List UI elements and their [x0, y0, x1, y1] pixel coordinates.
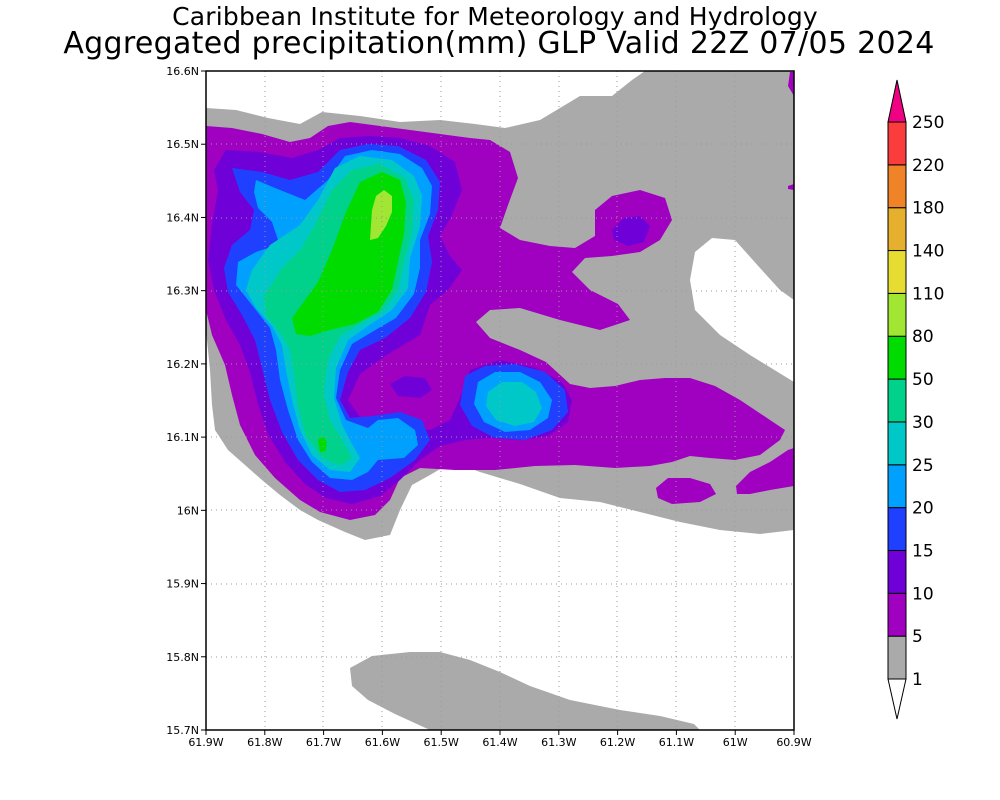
colorbar-above-max-triangle — [887, 79, 907, 123]
lon-tick-label: 61.5W — [424, 736, 459, 749]
lat-tick-label: 15.7N — [166, 724, 199, 737]
colorbar-level-label: 110 — [912, 284, 944, 304]
lat-tick-label: 16.2N — [166, 358, 199, 371]
contour-5mm-edge — [788, 72, 794, 96]
lat-tick-label: 16.3N — [166, 285, 199, 298]
contour-10mm-mid — [390, 376, 432, 398]
colorbar-swatch — [887, 121, 907, 166]
colorbar-level-label: 220 — [912, 156, 944, 176]
colorbar-level-label: 250 — [912, 113, 944, 133]
lat-tick-label: 15.8N — [166, 651, 199, 664]
lon-tick-label: 60.9W — [776, 736, 811, 749]
colorbar-swatch — [887, 164, 907, 209]
colorbar-swatch — [887, 335, 907, 380]
contour-5mm-east-2 — [736, 448, 794, 494]
contour-80mm-peak — [370, 190, 392, 240]
lon-tick-label: 61.6W — [365, 736, 400, 749]
lon-tick-label: 61.1W — [659, 736, 694, 749]
colorbar-level-label: 180 — [912, 199, 944, 219]
lat-tick-label: 16.1N — [166, 431, 199, 444]
lat-tick-label: 16.6N — [166, 65, 199, 78]
colorbar-level-label: 30 — [912, 413, 934, 433]
lat-tick-label: 16N — [177, 504, 199, 517]
colorbar-swatch — [887, 549, 907, 594]
lon-tick-label: 61.2W — [600, 736, 635, 749]
lon-tick-label: 61.8W — [247, 736, 282, 749]
contour-1mm-south — [350, 652, 700, 730]
colorbar-level-label: 140 — [912, 242, 944, 262]
colorbar-level-label: 50 — [912, 370, 934, 390]
lat-tick-label: 15.9N — [166, 578, 199, 591]
colorbar-level-label: 80 — [912, 327, 934, 347]
colorbar-level-label: 10 — [912, 584, 934, 604]
lon-tick-label: 61W — [723, 736, 748, 749]
colorbar-swatch — [887, 207, 907, 252]
contour-25mm-east — [486, 382, 542, 426]
lon-tick-label: 61.9W — [188, 736, 223, 749]
axis-ticks: 61.9W 61.8W 61.7W 61.6W 61.5W 61.4W 61.3W 61.2W… — [166, 65, 812, 749]
lon-tick-label: 61.3W — [541, 736, 576, 749]
colorbar-level-label: 15 — [912, 541, 934, 561]
chart-title-line2: Aggregated precipitation(mm) GLP Valid 2… — [63, 26, 935, 61]
colorbar-swatch — [887, 421, 907, 466]
colorbar-below-min-triangle — [887, 678, 907, 720]
contour-5mm-east-1 — [656, 478, 716, 504]
chart-title-line1: Caribbean Institute for Meteorology and … — [172, 2, 818, 31]
precipitation-field — [206, 71, 794, 730]
colorbar-level-label: 20 — [912, 499, 934, 519]
colorbar-swatch — [887, 635, 907, 680]
colorbar-level-label: 25 — [912, 456, 934, 476]
lat-tick-label: 16.5N — [166, 138, 199, 151]
lat-tick-label: 16.4N — [166, 211, 199, 224]
colorbar-level-label: 1 — [912, 670, 923, 690]
colorbar-swatch — [887, 507, 907, 551]
colorbar-swatch — [887, 250, 907, 294]
lon-tick-label: 61.4W — [482, 736, 517, 749]
contour-10mm-east — [612, 216, 650, 246]
colorbar-swatch — [887, 292, 907, 337]
colorbar-level-label: 5 — [912, 627, 923, 647]
grid-lines — [206, 71, 794, 730]
lon-tick-label: 61.7W — [306, 736, 341, 749]
contour-50mm-dot — [318, 436, 327, 452]
colorbar-swatch — [887, 464, 907, 509]
contour-5mm-edge-2 — [788, 184, 794, 190]
colorbar-swatch — [887, 592, 907, 637]
colorbar-swatch — [887, 378, 907, 423]
